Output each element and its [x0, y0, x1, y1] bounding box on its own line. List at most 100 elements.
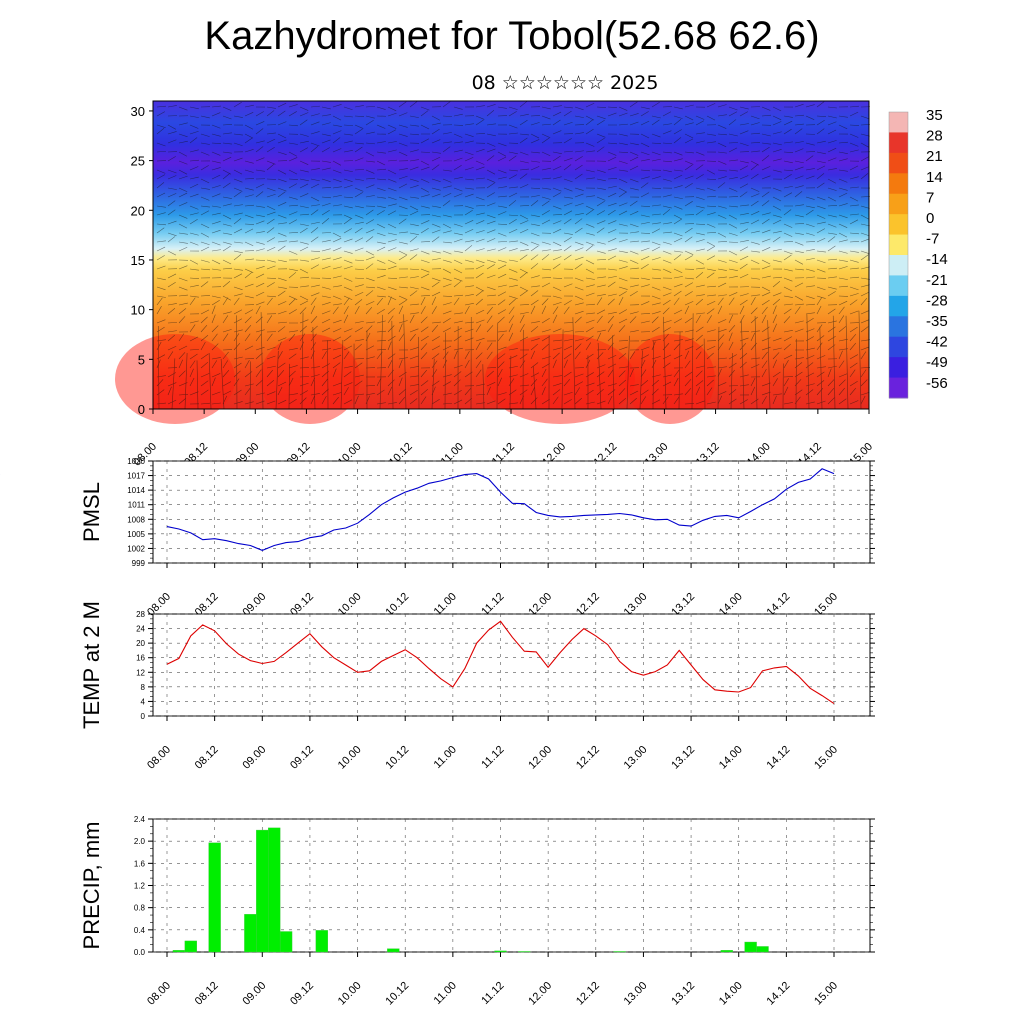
wind-barb [552, 359, 557, 369]
wind-barb [244, 149, 254, 153]
wind-barb [695, 298, 704, 306]
wind-barb [301, 312, 304, 410]
wind-barb [618, 370, 626, 378]
wind-barb [552, 105, 562, 108]
wind-barb [816, 355, 826, 360]
wind-barb [772, 305, 777, 315]
wind-barb [761, 200, 770, 207]
wind-barb [387, 196, 397, 201]
wind-barb [706, 329, 716, 333]
wind-barb [596, 106, 606, 109]
wind-barb [222, 182, 231, 189]
wind-barb [376, 295, 386, 298]
wind-barb [816, 387, 824, 396]
wind-barb [596, 115, 606, 120]
wind-barb [827, 178, 837, 184]
wind-barb [519, 168, 529, 171]
wind-barb [530, 263, 539, 270]
wind-barb [431, 399, 440, 405]
wind-barb [244, 325, 252, 333]
wind-barb [321, 318, 331, 324]
wind-barb [673, 169, 683, 172]
wind-barb [761, 275, 771, 279]
wind-barb [772, 115, 782, 121]
wind-barb [640, 284, 650, 288]
precip-bar [518, 951, 531, 953]
wind-barb [442, 318, 451, 324]
wind-barb [519, 220, 529, 225]
wind-barb [827, 397, 835, 405]
wind-barb [486, 259, 496, 263]
wind-barb [453, 268, 463, 274]
wind-barb [365, 301, 375, 306]
wind-barb [596, 315, 603, 324]
wind-barb [816, 140, 826, 144]
wind-barb [211, 377, 216, 387]
wind-barb [838, 169, 848, 172]
wind-barb [640, 133, 650, 139]
wind-barb [541, 368, 547, 378]
wind-barb [717, 114, 727, 117]
wind-barb [409, 196, 419, 199]
wind-barb [816, 400, 826, 405]
wind-barb [409, 286, 419, 290]
wind-barb [563, 322, 574, 324]
wind-barb [783, 151, 793, 153]
wind-barb [508, 151, 518, 155]
wind-barb [200, 335, 209, 342]
wind-barb [398, 101, 407, 108]
wind-barb [486, 192, 495, 198]
wind-barb [607, 298, 615, 306]
wind-barb [409, 223, 419, 227]
wind-barb [178, 202, 188, 207]
wind-barb [585, 335, 594, 342]
wind-barb [409, 115, 419, 118]
wind-barb [574, 286, 584, 291]
wind-barb [860, 395, 866, 405]
wind-barb [783, 402, 793, 405]
wind-barb [222, 106, 232, 111]
wind-barb [497, 205, 507, 208]
wind-barb [354, 305, 360, 315]
wind-barb [475, 166, 485, 171]
wind-barb [640, 240, 650, 243]
wind-barb [596, 200, 605, 207]
wind-barb [838, 239, 848, 243]
wind-barb [332, 266, 342, 270]
wind-barb [398, 142, 408, 147]
wind-barb [365, 151, 375, 157]
wind-barb [189, 349, 199, 351]
wind-barb [376, 106, 386, 110]
wind-barb [222, 196, 232, 199]
ytick-label: 1.2 [134, 882, 146, 891]
wind-barb [288, 204, 298, 207]
wind-barb [310, 105, 320, 108]
wind-barb [860, 319, 870, 324]
wind-barb [497, 284, 507, 288]
wind-barb [629, 316, 637, 324]
wind-barb [211, 391, 221, 396]
wind-barb [838, 326, 847, 333]
wind-barb [783, 254, 792, 261]
wind-barb [354, 339, 364, 342]
wind-barb [662, 343, 670, 351]
wind-barb [695, 223, 706, 225]
wind-barb [321, 147, 330, 153]
wind-barb [365, 277, 375, 282]
wind-barb [585, 284, 595, 288]
wind-barb [629, 156, 639, 162]
wind-barb [365, 119, 374, 126]
wind-barb [772, 142, 782, 146]
wind-barb [310, 204, 320, 207]
wind-barb [585, 205, 595, 211]
wind-barb [431, 360, 438, 369]
wind-barb [607, 383, 617, 387]
wind-barb [277, 351, 283, 360]
wind-barb [178, 370, 186, 378]
wind-barb [321, 388, 329, 396]
wind-barb [343, 184, 353, 189]
wind-barb [563, 353, 572, 360]
wind-barb [387, 129, 397, 135]
wind-barb [387, 353, 396, 360]
wind-barb [420, 295, 430, 297]
